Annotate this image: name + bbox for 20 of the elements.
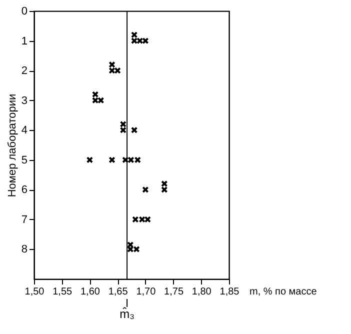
y-tick-label: 2	[21, 65, 28, 78]
y-tick-label: 6	[21, 184, 28, 196]
x-tick-label: 1,85	[220, 286, 240, 298]
y-tick-label: 4	[21, 124, 28, 137]
x-tick-label: 1,75	[164, 286, 184, 298]
x-tick-label: 1,50	[24, 286, 45, 298]
x-tick-label: 1,80	[192, 286, 212, 298]
y-tick-label: 5	[21, 154, 28, 166]
x-tick-label: 1,60	[80, 286, 100, 298]
ref-line-label: m̂₃	[120, 307, 135, 321]
y-tick-label: 8	[21, 244, 28, 256]
x-tick-label: 1,65	[108, 286, 128, 298]
x-axis-title: m, % по массе	[250, 286, 318, 298]
y-tick-label: 7	[21, 214, 28, 226]
x-tick-label: 1,70	[136, 286, 156, 298]
y-tick-label: 0	[21, 6, 28, 18]
y-tick-label: 1	[21, 35, 28, 48]
y-tick-label: 3	[21, 94, 28, 107]
x-tick-label: 1,55	[52, 286, 73, 298]
y-axis-title: Номер лаборатории	[6, 94, 18, 198]
